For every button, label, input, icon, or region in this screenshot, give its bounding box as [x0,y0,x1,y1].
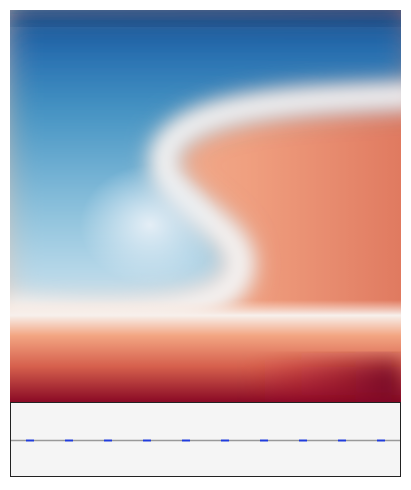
cold-top [10,10,401,24]
panel-frame [10,402,401,477]
cold-core [80,165,220,285]
heatmap [10,10,401,402]
warm-corner [250,360,401,402]
profile-panel [10,402,401,477]
